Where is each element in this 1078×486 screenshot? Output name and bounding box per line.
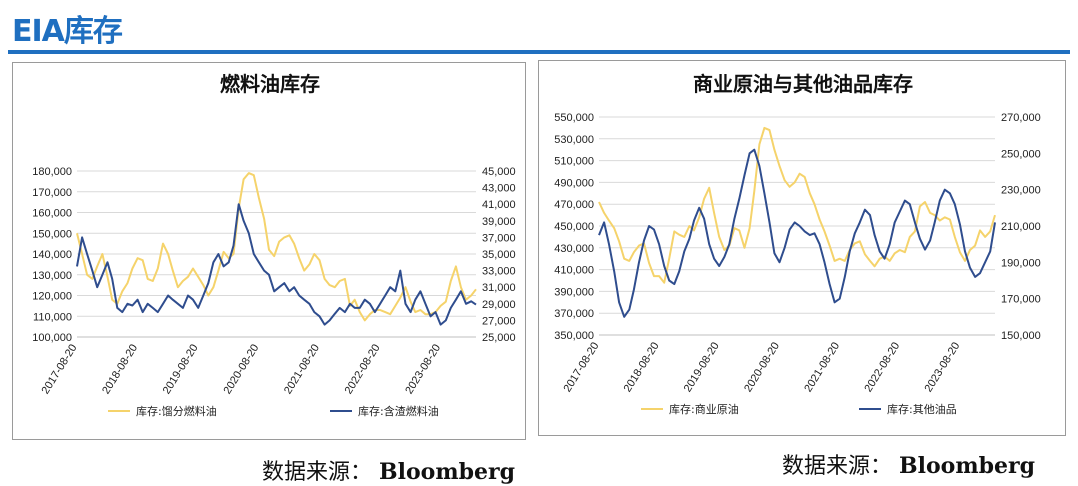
x-tick-label: 2021-08-20: [802, 340, 842, 394]
y-right-tick-label: 27,000: [482, 315, 516, 327]
y-right-tick-label: 41,000: [482, 199, 516, 211]
y-left-tick-label: 510,000: [554, 156, 594, 168]
y-left-tick-label: 160,000: [32, 208, 72, 220]
x-tick-label: 2020-08-20: [221, 342, 261, 396]
y-right-tick-label: 250,000: [1001, 148, 1041, 160]
legend-label: 库存:馏分燃料油: [136, 404, 217, 418]
data-source-left: 数据来源： Bloomberg: [262, 454, 515, 486]
x-tick-label: 2022-08-20: [343, 342, 383, 396]
source-label: 数据来源：: [782, 454, 893, 479]
page-title: EIA库存: [12, 14, 123, 49]
x-tick-label: 2020-08-20: [742, 340, 782, 394]
y-right-tick-label: 31,000: [482, 282, 516, 294]
x-tick-label: 2023-08-20: [403, 342, 443, 396]
y-right-tick-label: 190,000: [1001, 257, 1041, 269]
chart-crude-other-stocks: 商业原油与其他油品库存 350,000 370,000 390,000 410,000 4…: [554, 72, 1041, 416]
x-tick-label: 2022-08-20: [862, 340, 902, 394]
y-right-tick-label: 170,000: [1001, 294, 1041, 306]
chart-title: 商业原油与其他油品库存: [693, 72, 913, 96]
y-right-tick-label: 150,000: [1001, 330, 1041, 342]
x-tick-label: 2017-08-20: [40, 342, 80, 396]
y-left-tick-label: 120,000: [32, 291, 72, 303]
source-name: Bloomberg: [379, 459, 515, 485]
title-rule: [8, 50, 1070, 54]
y-right-tick-label: 33,000: [482, 266, 516, 278]
y-left-tick-label: 130,000: [32, 270, 72, 282]
y-right-tick-label: 35,000: [482, 249, 516, 261]
y-left-tick-label: 180,000: [32, 166, 72, 178]
x-tick-label: 2019-08-20: [161, 342, 201, 396]
y-left-tick-label: 100,000: [32, 332, 72, 344]
y-left-tick-label: 110,000: [33, 311, 72, 323]
y-right-tick-label: 37,000: [482, 232, 516, 244]
gridlines: [77, 170, 476, 338]
source-label: 数据来源：: [262, 460, 373, 485]
x-tick-label: 2017-08-20: [562, 340, 602, 394]
y-left-tick-label: 550,000: [554, 112, 594, 124]
series-line-0: [598, 126, 996, 284]
y-right-tick-label: 29,000: [482, 299, 516, 311]
x-tick-label: 2018-08-20: [622, 340, 662, 394]
chart-fuel-oil-stocks: 燃料油库存 100,000 110,000 120,000 130,000 140,000…: [32, 72, 516, 418]
legend-label: 库存:其他油品: [887, 402, 957, 416]
y-right-tick-label: 39,000: [482, 216, 516, 228]
y-right-tick-label: 25,000: [482, 332, 516, 344]
y-left-tick-label: 470,000: [554, 199, 594, 211]
x-tick-label: 2021-08-20: [282, 342, 322, 396]
series-line-1: [598, 148, 996, 318]
y-right-tick-label: 45,000: [482, 166, 516, 178]
y-left-tick-label: 450,000: [554, 221, 594, 233]
chart-panel-fuel-oil: 燃料油库存 100,000 110,000 120,000 130,000 140,000…: [12, 62, 526, 440]
x-tick-label: 2018-08-20: [100, 342, 140, 396]
series-line-1: [76, 203, 477, 326]
y-left-tick-label: 150,000: [32, 228, 72, 240]
y-left-tick-label: 410,000: [554, 265, 594, 277]
source-name: Bloomberg: [899, 453, 1035, 479]
y-left-tick-label: 530,000: [554, 134, 594, 146]
chart-panel-crude-other: 商业原油与其他油品库存 350,000 370,000 390,000 410,000 4…: [538, 60, 1066, 436]
y-left-tick-label: 170,000: [32, 187, 72, 199]
legend-label: 库存:商业原油: [669, 402, 739, 416]
y-right-tick-label: 270,000: [1001, 112, 1041, 124]
y-right-tick-label: 210,000: [1001, 221, 1041, 233]
data-source-right: 数据来源： Bloomberg: [782, 448, 1035, 480]
y-left-tick-label: 370,000: [554, 308, 594, 320]
y-left-tick-label: 140,000: [32, 249, 72, 261]
x-tick-label: 2023-08-20: [922, 340, 962, 394]
y-right-tick-label: 43,000: [482, 183, 516, 195]
series-line-0: [76, 172, 477, 322]
y-left-tick-label: 490,000: [554, 177, 594, 189]
y-right-tick-label: 230,000: [1001, 185, 1041, 197]
legend-label: 库存:含渣燃料油: [358, 404, 439, 418]
y-left-tick-label: 350,000: [554, 330, 594, 342]
chart-title: 燃料油库存: [220, 72, 320, 96]
x-tick-label: 2019-08-20: [682, 340, 722, 394]
y-left-tick-label: 430,000: [554, 243, 594, 255]
gridlines: [599, 116, 995, 336]
y-left-tick-label: 390,000: [554, 286, 594, 298]
